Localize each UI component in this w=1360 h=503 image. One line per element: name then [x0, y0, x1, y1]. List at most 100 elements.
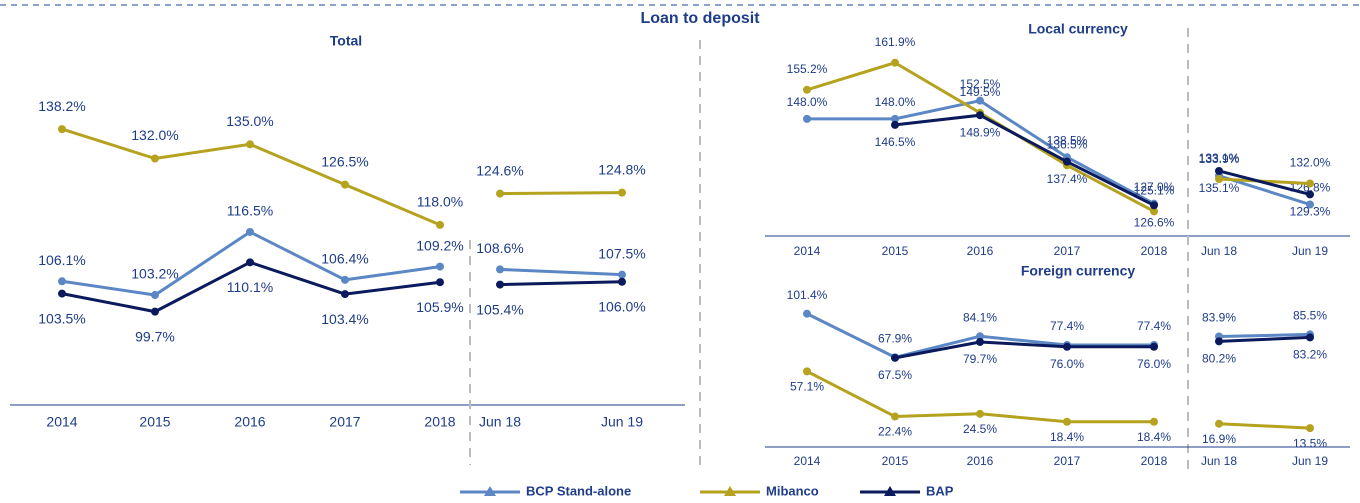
data-label: 83.9% — [1202, 311, 1236, 325]
chart-title: Local currency — [1028, 21, 1128, 37]
x-tick-label: 2014 — [794, 244, 821, 258]
data-point — [496, 280, 504, 289]
data-point — [803, 114, 811, 123]
data-point — [1306, 190, 1314, 199]
x-tick-label: Jun 19 — [601, 414, 643, 430]
data-label: 106.4% — [321, 251, 368, 267]
data-point — [151, 307, 159, 316]
series-line — [1218, 332, 1311, 339]
data-point — [976, 337, 984, 346]
data-label: 79.7% — [963, 352, 997, 366]
data-label: 146.5% — [875, 135, 916, 149]
data-point — [891, 353, 899, 362]
data-point — [891, 412, 899, 421]
data-label: 135.1% — [1199, 181, 1240, 195]
data-point — [436, 262, 444, 271]
x-tick-label: 2016 — [967, 454, 994, 468]
data-label: 101.4% — [787, 288, 828, 302]
data-label: 125.1% — [1134, 184, 1175, 198]
data-point — [976, 96, 984, 105]
data-label: 105.9% — [416, 299, 463, 315]
data-point — [1150, 207, 1158, 216]
series-line — [894, 340, 1154, 360]
data-label: 108.6% — [476, 240, 523, 256]
data-point — [891, 120, 899, 129]
data-point — [618, 277, 626, 286]
data-point — [341, 290, 349, 299]
data-point — [803, 85, 811, 94]
data-point — [496, 189, 504, 198]
data-point — [1306, 179, 1314, 188]
data-point — [496, 265, 504, 274]
data-point — [1215, 175, 1223, 184]
x-tick-label: Jun 19 — [1292, 244, 1328, 258]
data-point — [341, 180, 349, 189]
data-label: 110.1% — [227, 279, 273, 295]
data-point — [803, 309, 811, 318]
data-label: 148.0% — [787, 95, 828, 109]
data-point — [976, 409, 984, 418]
data-point — [246, 140, 254, 149]
x-tick-label: 2016 — [234, 414, 265, 430]
data-point — [891, 114, 899, 123]
data-label: 103.4% — [321, 311, 368, 327]
data-label: 105.4% — [476, 301, 523, 317]
x-tick-label: 2015 — [882, 454, 909, 468]
legend-marker — [484, 486, 496, 496]
data-label: 161.9% — [875, 35, 916, 49]
data-label: 99.7% — [135, 328, 175, 344]
data-label: 124.8% — [598, 161, 645, 177]
data-label: 133.1% — [1199, 151, 1240, 165]
data-label: 83.2% — [1293, 348, 1327, 362]
data-point — [58, 125, 66, 134]
data-point — [1063, 417, 1071, 426]
x-tick-label: 2015 — [139, 414, 170, 430]
data-point — [1215, 337, 1223, 346]
data-label: 57.1% — [790, 380, 824, 394]
data-label: 118.0% — [417, 194, 463, 210]
data-label: 136.5% — [1047, 137, 1088, 151]
x-tick-label: Jun 18 — [1201, 454, 1237, 468]
legend-label: BCP Stand-alone — [526, 483, 631, 498]
series-line — [499, 191, 623, 196]
x-tick-label: 2018 — [1141, 244, 1168, 258]
data-label: 85.5% — [1293, 309, 1327, 323]
data-point — [246, 258, 254, 267]
data-label: 133.9% — [1199, 152, 1240, 166]
x-tick-label: 2017 — [1054, 244, 1081, 258]
data-point — [1306, 200, 1314, 209]
x-tick-label: Jun 18 — [1201, 244, 1237, 258]
series-line — [499, 280, 623, 287]
x-tick-label: 2017 — [329, 414, 360, 430]
data-label: 76.0% — [1137, 357, 1171, 371]
legend-label: BAP — [926, 483, 954, 498]
data-label: 129.3% — [1290, 205, 1331, 219]
data-label: 138.2% — [38, 98, 85, 114]
data-label: 13.5% — [1293, 436, 1327, 450]
series-line — [1218, 169, 1311, 196]
x-tick-label: 2017 — [1054, 454, 1081, 468]
data-label: 18.4% — [1050, 430, 1084, 444]
data-point — [976, 111, 984, 120]
data-label: 103.5% — [38, 310, 85, 326]
legend-label: Mibanco — [766, 483, 819, 498]
data-point — [1215, 419, 1223, 428]
x-tick-label: 2015 — [882, 244, 909, 258]
data-label: 106.0% — [598, 298, 645, 314]
data-point — [436, 220, 444, 229]
data-label: 155.2% — [787, 62, 828, 76]
data-label: 16.9% — [1202, 432, 1236, 446]
data-label: 132.0% — [131, 127, 178, 143]
data-label: 80.2% — [1202, 351, 1236, 365]
data-label: 103.2% — [131, 266, 178, 282]
data-label: 135.0% — [226, 113, 273, 129]
data-label: 106.1% — [38, 252, 85, 268]
x-tick-label: 2018 — [1141, 454, 1168, 468]
data-label: 77.4% — [1050, 319, 1084, 333]
chart-title: Foreign currency — [1021, 263, 1136, 279]
data-point — [151, 291, 159, 300]
data-point — [1306, 333, 1314, 342]
data-label: 77.4% — [1137, 319, 1171, 333]
data-point — [436, 278, 444, 287]
